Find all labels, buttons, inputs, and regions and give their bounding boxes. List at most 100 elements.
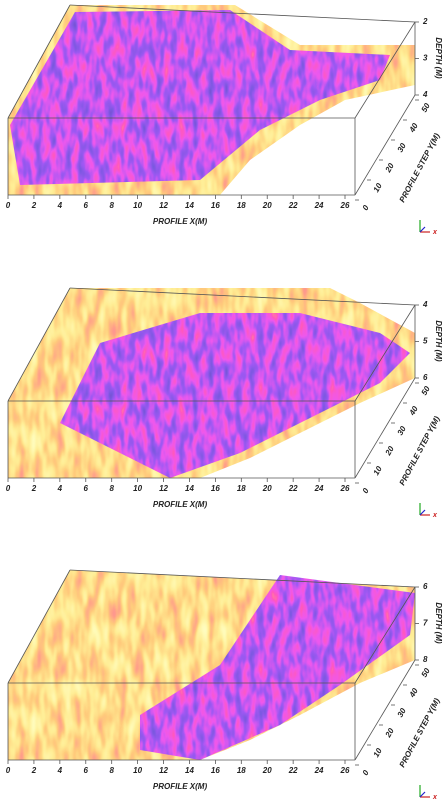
x-tick-label: 20	[262, 201, 272, 210]
x-tick-label: 22	[288, 484, 298, 493]
box-edge	[354, 21, 416, 119]
x-tick-label: 14	[185, 484, 194, 493]
box-edge	[354, 586, 416, 684]
y-tick-label: 20	[383, 444, 396, 458]
box-edge	[354, 304, 416, 402]
y-tick-label: 20	[383, 161, 396, 175]
y-axis-title: PROFILE STEP Y(M)	[398, 414, 442, 486]
depth-axis-title: DEPTH (M)	[434, 602, 443, 644]
x-tick-label: 24	[314, 484, 324, 493]
x-tick-label: 2	[31, 484, 37, 493]
x-tick-label: 18	[237, 484, 246, 493]
x-tick-label: 6	[84, 484, 89, 493]
depth-tick-label: 4	[422, 300, 428, 309]
x-tick-label: 2	[31, 766, 37, 775]
y-tick-label: 0	[361, 486, 371, 495]
x-tick-label: 26	[340, 766, 350, 775]
x-axis-title: PROFILE X(M)	[153, 500, 208, 509]
y-tick-label: 30	[396, 424, 409, 437]
x-tick-label: 20	[262, 484, 272, 493]
x-tick-label: 8	[109, 484, 114, 493]
data-volume-anomaly	[60, 313, 410, 478]
x-tick-label: 0	[6, 484, 11, 493]
icon-x-label: x	[432, 512, 438, 519]
x-tick-label: 18	[237, 201, 246, 210]
x-tick-label: 0	[6, 201, 11, 210]
y-tick-label: 10	[372, 746, 385, 759]
data-volume-anomaly	[140, 575, 415, 760]
depth-tick-label: 6	[423, 373, 428, 382]
x-tick-label: 20	[262, 766, 272, 775]
y-tick-label: 20	[383, 726, 396, 740]
box-edge	[354, 659, 416, 761]
x-tick-label: 8	[109, 201, 114, 210]
box-edge	[69, 569, 416, 588]
x-tick-label: 26	[340, 201, 350, 210]
x-axis-title: PROFILE X(M)	[153, 217, 208, 226]
icon-x-label: x	[432, 794, 438, 801]
x-tick-label: 10	[133, 484, 142, 493]
icon-y	[419, 791, 426, 798]
depth-tick-label: 5	[423, 337, 428, 346]
icon-x-label: x	[432, 229, 438, 236]
x-tick-label: 22	[288, 766, 298, 775]
y-axis-title: PROFILE STEP Y(M)	[398, 131, 442, 203]
box-edge	[69, 287, 416, 306]
x-tick-label: 6	[84, 766, 89, 775]
x-tick-label: 18	[237, 766, 246, 775]
depth-tick-label: 7	[423, 619, 428, 628]
x-tick-label: 22	[288, 201, 298, 210]
box-edge	[69, 4, 416, 23]
data-volume-anomaly	[10, 10, 390, 185]
icon-y	[419, 226, 426, 233]
y-tick-label: 30	[396, 141, 409, 154]
x-tick-label: 4	[57, 766, 63, 775]
x-tick-label: 6	[84, 201, 89, 210]
box-edge	[354, 377, 416, 479]
y-tick-label: 50	[420, 384, 433, 397]
x-tick-label: 12	[159, 484, 168, 493]
box-edge	[354, 94, 416, 196]
x-tick-label: 4	[57, 201, 63, 210]
y-tick-label: 10	[372, 464, 385, 477]
x-tick-label: 16	[211, 766, 220, 775]
depth-axis-title: DEPTH (M)	[434, 37, 443, 79]
depth-tick-label: 4	[422, 90, 428, 99]
x-tick-label: 16	[211, 484, 220, 493]
x-axis-title: PROFILE X(M)	[153, 782, 208, 791]
x-tick-label: 16	[211, 201, 220, 210]
x-tick-label: 0	[6, 766, 11, 775]
x-tick-label: 12	[159, 201, 168, 210]
box-edge	[7, 287, 71, 402]
x-tick-label: 12	[159, 766, 168, 775]
box-edge	[7, 4, 71, 119]
depth-tick-label: 3	[423, 54, 428, 63]
y-tick-label: 50	[420, 666, 433, 679]
y-tick-label: 30	[396, 706, 409, 719]
y-tick-label: 0	[361, 768, 371, 777]
x-tick-label: 24	[314, 766, 324, 775]
y-tick-label: 0	[361, 203, 371, 212]
y-axis-title: PROFILE STEP Y(M)	[398, 696, 442, 768]
x-tick-label: 10	[133, 766, 142, 775]
depth-tick-label: 6	[423, 582, 428, 591]
x-tick-label: 10	[133, 201, 142, 210]
x-tick-label: 4	[57, 484, 63, 493]
y-tick-label: 40	[407, 404, 420, 418]
icon-y	[419, 509, 426, 516]
y-tick-label: 10	[372, 181, 385, 194]
x-tick-label: 8	[109, 766, 114, 775]
depth-tick-label: 2	[422, 17, 428, 26]
x-tick-label: 14	[185, 201, 194, 210]
y-tick-label: 40	[407, 686, 420, 700]
depth-axis-title: DEPTH (M)	[434, 320, 443, 362]
y-tick-label: 40	[407, 121, 420, 135]
x-tick-label: 26	[340, 484, 350, 493]
box-edge	[7, 569, 71, 684]
depth-tick-label: 8	[423, 655, 428, 664]
x-tick-label: 24	[314, 201, 324, 210]
